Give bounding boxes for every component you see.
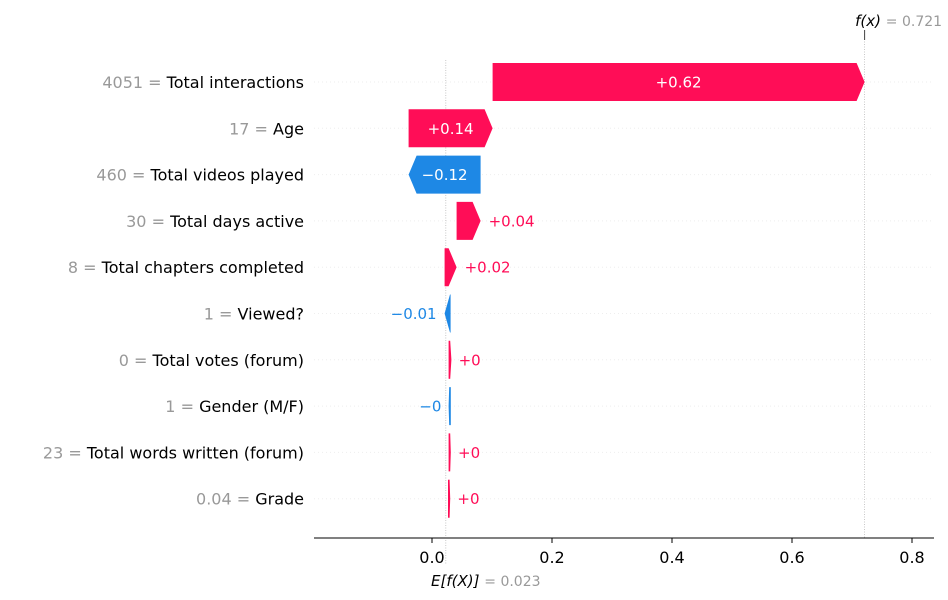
bar-value-label: +0 bbox=[458, 444, 480, 462]
bar-value-label: +0 bbox=[459, 351, 481, 369]
base-annotation-label: E[f(X)] bbox=[431, 572, 484, 590]
feature-label: 1 = Viewed? bbox=[204, 305, 304, 324]
feature-label: 1 = Gender (M/F) bbox=[165, 397, 304, 416]
feature-label: 0 = Total votes (forum) bbox=[119, 351, 304, 370]
bar-5 bbox=[444, 248, 457, 287]
feature-labels: 4051 = Total interactions 17 = Age 460 = T… bbox=[43, 73, 304, 509]
bar-value-label: −0.12 bbox=[422, 166, 468, 184]
bar-value-label: +0.14 bbox=[428, 120, 474, 138]
feature-name: Total days active bbox=[169, 212, 304, 231]
bar-1 bbox=[492, 63, 865, 101]
bar-10 bbox=[448, 479, 451, 518]
feature-label: 30 = Total days active bbox=[126, 212, 304, 231]
feature-label: 17 = Age bbox=[229, 119, 304, 138]
feature-name: Total videos played bbox=[150, 166, 304, 185]
bar-value-label: +0.04 bbox=[489, 212, 535, 230]
x-tick-label: 0.6 bbox=[779, 548, 804, 567]
feature-label: 4051 = Total interactions bbox=[102, 73, 304, 92]
x-axis: 0.0 0.2 0.4 0.6 0.8 bbox=[314, 537, 934, 567]
bar-7 bbox=[448, 340, 452, 379]
bar-4 bbox=[456, 201, 481, 240]
feature-value: 23 = bbox=[43, 443, 87, 462]
feature-label: 0.04 = Grade bbox=[196, 490, 304, 509]
feature-value: 0.04 = bbox=[196, 490, 255, 509]
output-annotation-value: = 0.721 bbox=[886, 14, 942, 30]
bar-9 bbox=[448, 433, 451, 472]
feature-name: Total votes (forum) bbox=[152, 351, 304, 370]
bar-2 bbox=[408, 109, 493, 148]
feature-value: 0 = bbox=[119, 351, 153, 370]
bar-6 bbox=[444, 294, 451, 333]
contribution-bars: +0.62 +0.14 −0.12 +0.04 +0.02 −0.01 +0 −0 +0 +0 bbox=[391, 63, 865, 518]
reference-lines bbox=[445, 30, 866, 564]
feature-value: 8 = bbox=[68, 258, 102, 277]
x-tick-label: 0.8 bbox=[899, 548, 924, 567]
feature-value: 1 = bbox=[204, 305, 238, 324]
feature-label: 460 = Total videos played bbox=[96, 166, 304, 185]
x-tick-label: 0.2 bbox=[539, 548, 564, 567]
feature-label: 8 = Total chapters completed bbox=[68, 258, 304, 277]
base-annotation-value: = 0.023 bbox=[484, 574, 540, 590]
feature-name: Total words written (forum) bbox=[86, 443, 304, 462]
feature-name: Total chapters completed bbox=[101, 258, 304, 277]
bar-value-label: +0.62 bbox=[656, 74, 702, 92]
bar-value-label: +0 bbox=[457, 490, 479, 508]
bar-3 bbox=[408, 155, 481, 194]
feature-name: Grade bbox=[255, 490, 304, 509]
feature-value: 4051 = bbox=[102, 73, 166, 92]
feature-value: 460 = bbox=[96, 166, 150, 185]
feature-name: Viewed? bbox=[238, 305, 304, 324]
feature-value: 1 = bbox=[165, 397, 199, 416]
x-tick-label: 0.4 bbox=[659, 548, 684, 567]
value-annotations: f(x) = 0.721 E[f(X)] = 0.023 bbox=[431, 12, 942, 590]
bar-value-label: −0 bbox=[419, 398, 441, 416]
feature-value: 30 = bbox=[126, 212, 170, 231]
feature-name: Age bbox=[273, 119, 304, 138]
output-annotation-label: f(x) bbox=[855, 12, 886, 30]
x-tick-label: 0.0 bbox=[419, 548, 444, 567]
base-annotation: E[f(X)] = 0.023 bbox=[431, 572, 540, 590]
bar-8 bbox=[448, 387, 451, 426]
row-gridlines bbox=[314, 81, 934, 500]
feature-name: Gender (M/F) bbox=[199, 397, 304, 416]
feature-label: 23 = Total words written (forum) bbox=[43, 443, 304, 462]
feature-value: 17 = bbox=[229, 119, 273, 138]
bar-value-label: +0.02 bbox=[465, 259, 511, 277]
feature-name: Total interactions bbox=[166, 73, 304, 92]
bar-value-label: −0.01 bbox=[391, 305, 437, 323]
output-annotation: f(x) = 0.721 bbox=[855, 12, 942, 30]
